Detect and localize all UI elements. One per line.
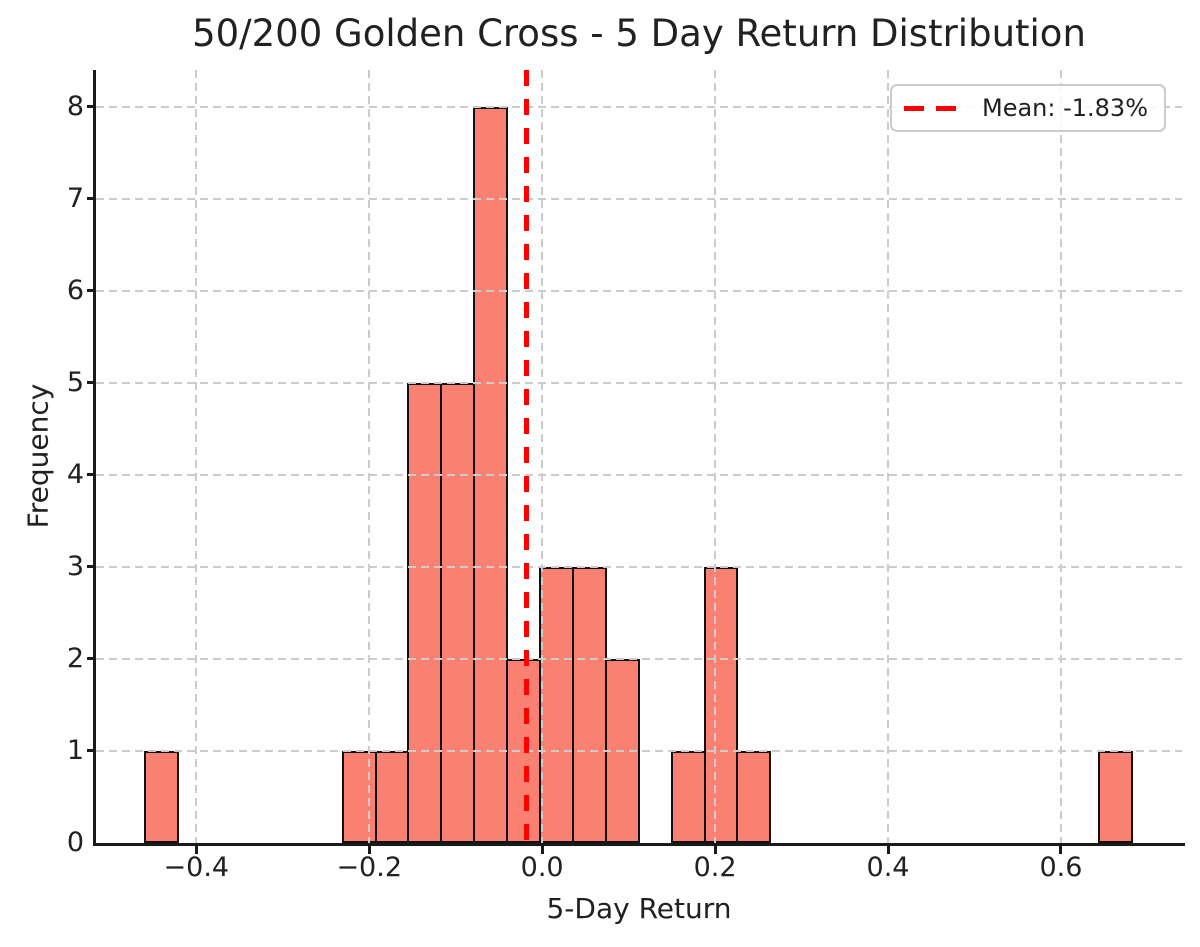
x-axis-spine <box>93 843 1185 846</box>
horizontal-gridline <box>96 657 1182 660</box>
histogram-bar <box>374 750 410 843</box>
histogram-bar <box>407 382 443 843</box>
y-axis-label: Frequency <box>21 383 55 529</box>
horizontal-gridline <box>96 197 1182 200</box>
y-tick-label: 0 <box>66 827 84 858</box>
y-tick-label: 4 <box>66 458 84 490</box>
x-tick-label: 0.2 <box>693 852 737 883</box>
x-tick-mark <box>540 846 544 854</box>
y-tick-mark <box>87 473 95 477</box>
legend-label: Mean: -1.83% <box>981 94 1148 122</box>
vertical-gridline <box>1059 70 1062 843</box>
histogram-bar <box>703 566 739 843</box>
horizontal-gridline <box>96 289 1182 292</box>
y-tick-label: 3 <box>66 550 84 582</box>
mean-line-legend-swatch <box>903 105 956 111</box>
x-axis-label: 5-Day Return <box>546 892 732 925</box>
horizontal-gridline <box>96 381 1182 384</box>
plot-area: Mean: -1.83% <box>96 70 1182 843</box>
y-tick-label: 1 <box>66 734 84 766</box>
histogram-bar <box>1098 750 1134 843</box>
horizontal-gridline <box>96 749 1182 752</box>
x-tick-mark <box>1059 846 1063 854</box>
y-tick-mark <box>87 565 95 569</box>
y-tick-mark <box>87 381 95 385</box>
y-tick-label: 5 <box>66 366 84 398</box>
horizontal-gridline <box>96 565 1182 568</box>
y-tick-mark <box>87 197 95 201</box>
y-tick-mark <box>87 289 95 293</box>
x-tick-mark <box>713 846 717 854</box>
vertical-gridline <box>887 70 890 843</box>
x-tick-label: 0.6 <box>1039 852 1083 883</box>
legend: Mean: -1.83% <box>889 84 1166 132</box>
vertical-gridline <box>714 70 717 843</box>
x-tick-mark <box>194 846 198 854</box>
y-tick-mark <box>87 749 95 753</box>
chart-title: 50/200 Golden Cross - 5 Day Return Distr… <box>192 12 1086 55</box>
x-tick-mark <box>886 846 890 854</box>
mean-line <box>523 70 529 843</box>
y-tick-mark <box>87 105 95 109</box>
x-tick-label: −0.4 <box>163 852 230 883</box>
horizontal-gridline <box>96 473 1182 476</box>
histogram-bar <box>440 382 476 843</box>
vertical-gridline <box>541 70 544 843</box>
histogram-bar <box>539 566 574 843</box>
vertical-gridline <box>368 70 371 843</box>
x-tick-label: −0.2 <box>336 852 402 883</box>
vertical-gridline <box>195 70 198 843</box>
histogram-bar <box>341 750 377 843</box>
histogram-bar <box>144 750 180 843</box>
horizontal-gridline <box>96 105 1182 108</box>
y-tick-label: 2 <box>66 642 84 674</box>
histogram-bar <box>571 566 607 843</box>
y-tick-label: 7 <box>66 182 84 214</box>
histogram-bar <box>736 750 772 843</box>
histogram-bar <box>670 750 706 843</box>
x-tick-label: 0.4 <box>866 852 910 883</box>
y-tick-label: 8 <box>66 90 84 122</box>
y-axis-spine <box>93 70 96 846</box>
x-tick-mark <box>367 846 371 854</box>
y-tick-mark <box>87 657 95 661</box>
x-tick-label: 0.0 <box>520 852 564 883</box>
y-tick-label: 6 <box>66 274 84 306</box>
